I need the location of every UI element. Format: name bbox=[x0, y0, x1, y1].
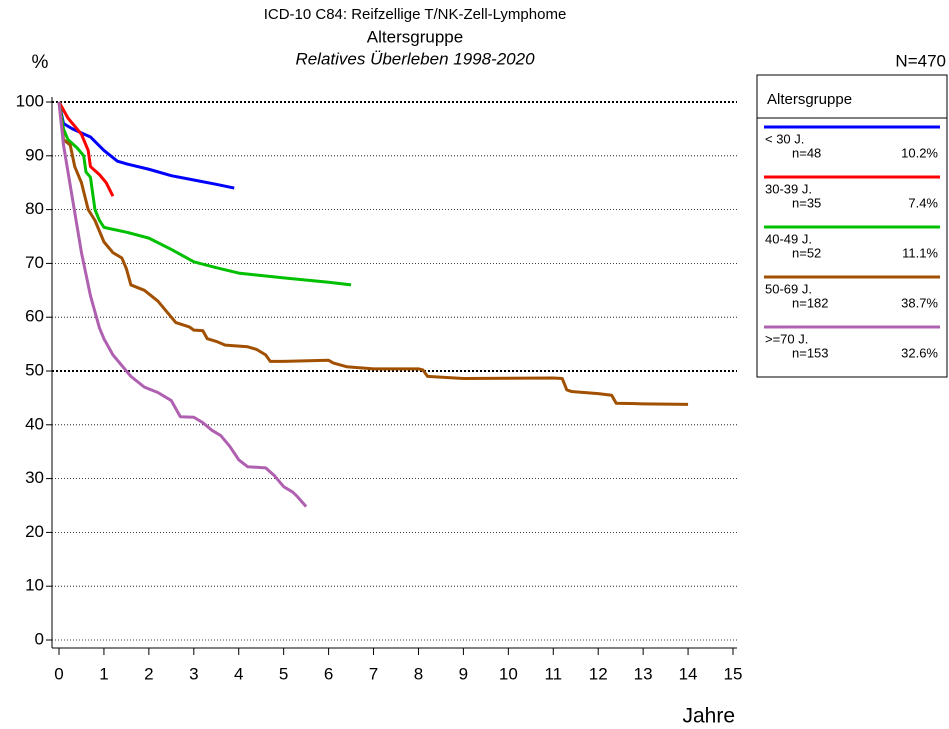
legend-share: 11.1% bbox=[902, 245, 938, 260]
legend-label: 40-49 J. bbox=[765, 231, 812, 246]
series-line bbox=[57, 101, 352, 287]
x-tick-label: 0 bbox=[54, 664, 63, 683]
legend-label: < 30 J. bbox=[765, 131, 804, 146]
y-axis-label: % bbox=[32, 52, 49, 73]
x-tick-label: 10 bbox=[499, 664, 518, 683]
y-tick-label: 100 bbox=[16, 91, 44, 110]
legend-count: n=48 bbox=[792, 145, 821, 160]
legend-count: n=182 bbox=[792, 295, 829, 310]
y-tick-label: 90 bbox=[25, 145, 44, 164]
x-tick-label: 14 bbox=[679, 664, 698, 683]
legend-count: n=153 bbox=[792, 345, 829, 360]
x-tick-label: 15 bbox=[724, 664, 743, 683]
legend-title: Altersgruppe bbox=[767, 91, 852, 108]
chart-title: ICD-10 C84: Reifzellige T/NK-Zell-Lympho… bbox=[264, 6, 567, 23]
x-tick-label: 2 bbox=[144, 664, 153, 683]
legend-label: >=70 J. bbox=[765, 331, 808, 346]
legend-share: 38.7% bbox=[901, 295, 938, 310]
chart-subtitle: Relatives Überleben 1998-2020 bbox=[295, 49, 535, 68]
x-tick-label: 13 bbox=[634, 664, 653, 683]
y-tick-label: 40 bbox=[25, 414, 44, 433]
legend-count: n=52 bbox=[792, 245, 821, 260]
y-tick-label: 20 bbox=[25, 522, 44, 541]
legend-box bbox=[756, 74, 948, 378]
x-tick-label: 8 bbox=[414, 664, 423, 683]
series-line bbox=[57, 101, 308, 508]
series-line bbox=[57, 101, 235, 190]
legend-share: 7.4% bbox=[908, 195, 938, 210]
x-tick-label: 11 bbox=[544, 664, 562, 683]
legend-share: 10.2% bbox=[901, 145, 938, 160]
legend-label: 30-39 J. bbox=[765, 181, 812, 196]
x-tick-label: 4 bbox=[234, 664, 243, 683]
x-tick-label: 5 bbox=[279, 664, 288, 683]
y-tick-label: 80 bbox=[25, 199, 44, 218]
y-tick-label: 0 bbox=[35, 629, 44, 648]
legend-count: n=35 bbox=[792, 195, 821, 210]
x-tick-label: 1 bbox=[99, 664, 108, 683]
y-tick-label: 10 bbox=[25, 576, 44, 595]
series-line bbox=[57, 101, 115, 197]
y-tick-label: 70 bbox=[25, 253, 44, 272]
x-tick-label: 6 bbox=[324, 664, 333, 683]
x-tick-label: 12 bbox=[589, 664, 608, 683]
x-tick-label: 3 bbox=[189, 664, 198, 683]
chart-subtitle: Altersgruppe bbox=[367, 27, 463, 46]
x-axis-label: Jahre bbox=[682, 705, 735, 728]
x-tick-label: 9 bbox=[459, 664, 468, 683]
total-label: N=470 bbox=[895, 51, 946, 70]
legend-label: 50-69 J. bbox=[765, 281, 812, 296]
y-tick-label: 60 bbox=[25, 307, 44, 326]
y-tick-label: 50 bbox=[25, 360, 44, 379]
series-line bbox=[57, 101, 689, 406]
legend-share: 32.6% bbox=[901, 345, 938, 360]
x-tick-label: 7 bbox=[369, 664, 378, 683]
y-tick-label: 30 bbox=[25, 468, 44, 487]
